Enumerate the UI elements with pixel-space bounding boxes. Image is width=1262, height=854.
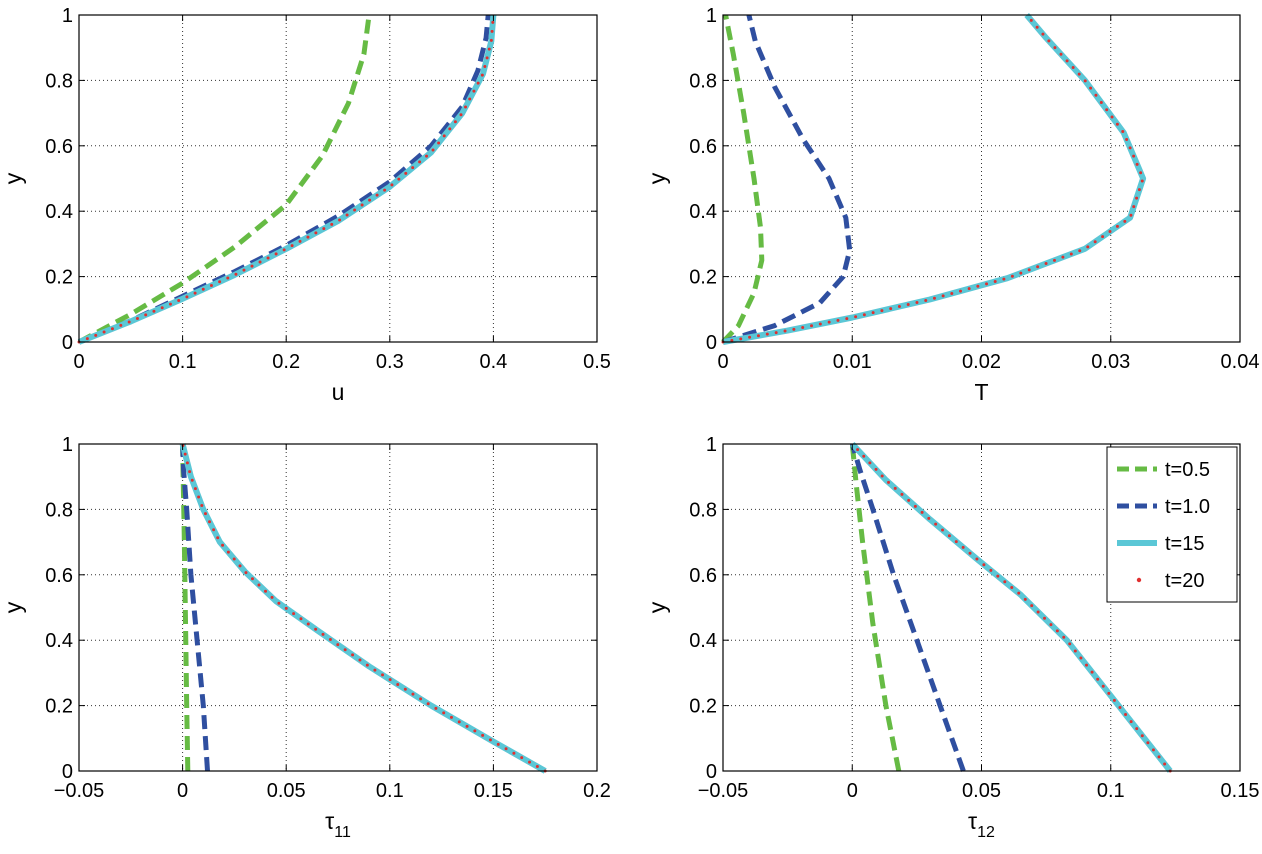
y-axis-label: y	[644, 172, 670, 184]
y-tick-label: 0.6	[689, 565, 717, 587]
y-axis-label: y	[644, 601, 670, 613]
series-t05	[77, 14, 372, 345]
series-t15	[77, 14, 497, 345]
x-tick-label: 0.05	[267, 780, 306, 802]
x-tick-label: −0.05	[698, 780, 749, 802]
x-axis-label: T	[974, 379, 988, 405]
x-axis-label: u	[332, 379, 345, 405]
legend-label-t05: t=0.5	[1165, 459, 1210, 481]
y-tick-label: 0.4	[689, 630, 717, 652]
legend-box	[1106, 446, 1238, 603]
x-tick-label: 0	[847, 780, 858, 802]
x-tick-label: 0.1	[376, 780, 404, 802]
y-tick-label: 0.6	[45, 565, 73, 587]
x-tick-label: 0.3	[376, 351, 404, 373]
y-tick-label: 0.4	[689, 201, 717, 223]
y-axis-label: y	[0, 172, 26, 184]
y-tick-label: 1	[706, 5, 717, 27]
x-tick-label: 0.2	[583, 780, 611, 802]
subplot-2: 0 0.01 0.02 0.03 0.04 0 0.2 0.4 0.6 0.8 1 Ty	[644, 5, 1259, 405]
legend-label-t10: t=1.0	[1165, 496, 1210, 518]
y-tick-label: 0.8	[689, 499, 717, 521]
y-tick-label: 0.4	[45, 201, 73, 223]
y-tick-label: 0.6	[689, 136, 717, 158]
x-axis-label-subscript: 11	[334, 824, 351, 841]
x-tick-label: 0.15	[1221, 780, 1260, 802]
x-axis-label-subscript: 12	[977, 824, 995, 841]
y-tick-label: 0	[706, 761, 717, 783]
y-tick-label: 0.8	[45, 70, 73, 92]
series-t10	[722, 14, 853, 345]
plot-area	[79, 15, 597, 342]
x-tick-label: −0.05	[54, 780, 105, 802]
x-tick-label: 0	[177, 780, 188, 802]
y-tick-label: 0.8	[689, 70, 717, 92]
series-t20	[721, 13, 1145, 344]
series-t05	[849, 443, 902, 772]
x-axis-label-main: u	[332, 379, 345, 405]
y-tick-label: 0.2	[45, 696, 73, 718]
y-tick-label: 1	[706, 434, 717, 456]
series-t10	[849, 443, 966, 772]
x-tick-label: 0.1	[169, 351, 197, 373]
x-tick-label: 0.01	[833, 351, 872, 373]
y-axis-label: y	[0, 601, 26, 613]
x-tick-label: 0.4	[479, 351, 507, 373]
series-t05	[721, 14, 765, 344]
y-tick-label: 0	[62, 761, 73, 783]
y-tick-label: 0	[706, 332, 717, 354]
y-tick-label: 0.2	[689, 696, 717, 718]
x-axis-label-main: T	[974, 379, 988, 405]
series-t20	[181, 442, 547, 773]
x-tick-label: 0.02	[962, 351, 1001, 373]
x-axis-label-main: τ	[325, 808, 334, 834]
x-tick-label: 0.04	[1221, 351, 1260, 373]
x-tick-label: 0.2	[272, 351, 300, 373]
legend-label-t20: t=20	[1165, 570, 1204, 592]
subplot-1: 0 0.1 0.2 0.3 0.4 0.5 0 0.2 0.4 0.6 0.8 1 u y	[0, 5, 611, 405]
x-axis-label: τ12	[968, 808, 995, 841]
x-tick-label: 0	[717, 351, 728, 373]
plot-area	[79, 444, 597, 771]
series-t10	[180, 443, 210, 772]
x-tick-label: 0.15	[474, 780, 513, 802]
x-axis-label: τ11	[325, 808, 351, 841]
legend-label-t15: t=15	[1165, 533, 1204, 555]
series-t10	[78, 14, 491, 345]
legend: t=0.5 t=1.0 t=15 t=20	[1106, 446, 1238, 603]
y-tick-label: 0.8	[45, 499, 73, 521]
y-tick-label: 1	[62, 5, 73, 27]
x-tick-label: 0	[73, 351, 84, 373]
x-axis-label-main: τ	[968, 808, 977, 834]
y-tick-label: 0	[62, 332, 73, 354]
y-tick-label: 0.2	[45, 267, 73, 289]
axes-frame	[78, 443, 598, 772]
y-tick-label: 0.6	[45, 136, 73, 158]
legend-swatch-t20	[1136, 577, 1142, 583]
x-tick-label: 0.5	[583, 351, 611, 373]
series-t15	[850, 441, 1173, 773]
plot-area	[723, 15, 1240, 342]
x-tick-label: 0.1	[1097, 780, 1125, 802]
x-tick-label: 0.03	[1091, 351, 1130, 373]
x-tick-label: 0.05	[962, 780, 1001, 802]
y-tick-label: 1	[62, 434, 73, 456]
y-tick-label: 0.2	[689, 267, 717, 289]
axes-frame	[78, 14, 598, 343]
y-tick-label: 0.4	[45, 630, 73, 652]
